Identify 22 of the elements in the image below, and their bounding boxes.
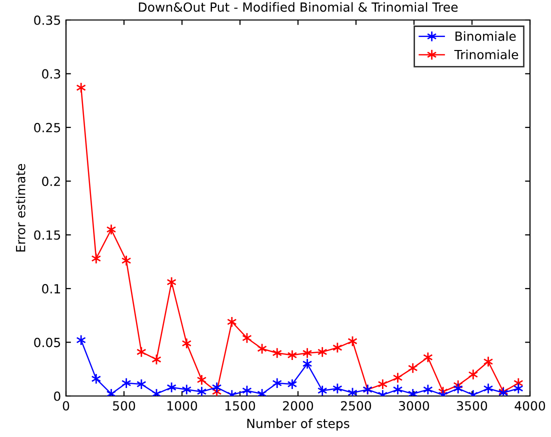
y-tick-label: 0.1 [42,284,60,294]
legend-label: Binomiale [456,31,516,41]
x-tick-label: 1000 [167,401,198,411]
y-tick-label: 0.35 [34,15,60,25]
x-tick-label: 0 [62,401,70,411]
x-tick-label: 2500 [341,401,372,411]
y-tick-label: 0.05 [34,338,60,348]
y-tick-label: 0.15 [34,230,60,240]
x-axis-title: Number of steps [247,418,350,431]
x-tick-label: 2000 [283,401,314,411]
chart-title: Down&Out Put - Modified Binomial & Trinomial Tree [138,2,458,12]
legend-label: Trinomiale [454,50,518,60]
x-tick-label: 3000 [399,401,430,411]
y-tick-label: 0.2 [42,176,60,186]
y-tick-label: 0 [54,391,60,401]
x-tick-label: 4000 [514,401,546,411]
y-axis-title: Error estimate [16,164,26,252]
x-tick-label: 3500 [457,401,488,411]
y-tick-label: 0.25 [34,122,60,132]
y-tick-label: 0.3 [42,69,60,79]
x-tick-label: 500 [113,401,136,411]
x-tick-label: 1500 [225,401,256,411]
